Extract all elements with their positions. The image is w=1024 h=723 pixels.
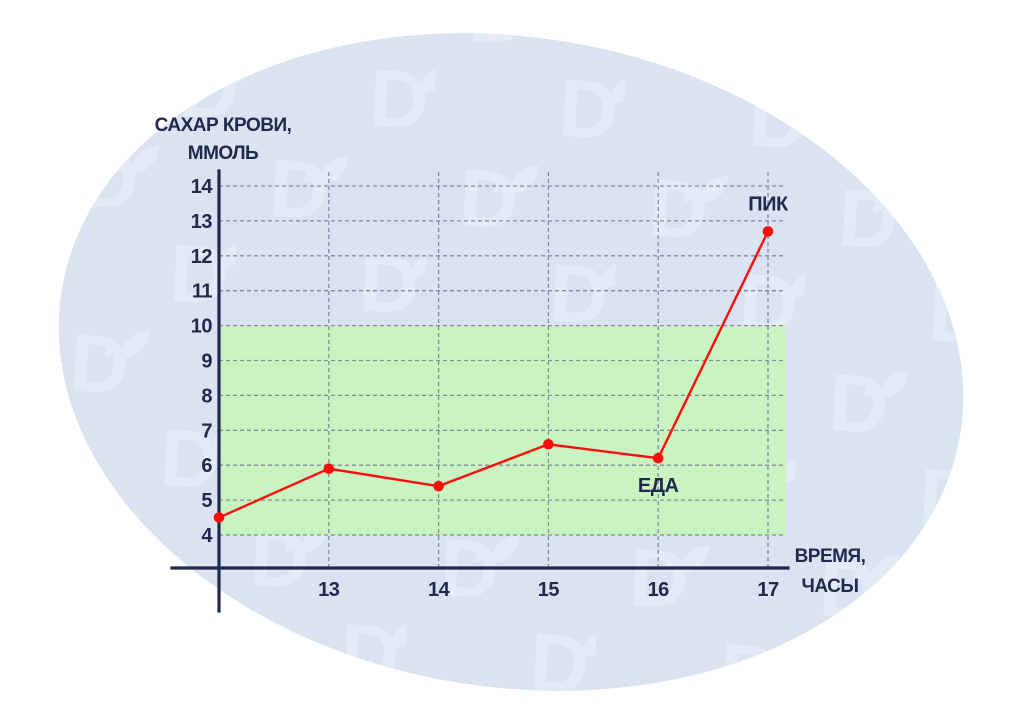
data-point (652, 452, 664, 464)
y-tick-label: 5 (201, 490, 212, 512)
x-axis-title-line1: ВРЕМЯ, (794, 546, 866, 567)
y-axis-title: САХАР КРОВИ, ММОЛЬ (148, 112, 298, 168)
data-point (213, 512, 225, 523)
x-tick-label: 14 (428, 579, 451, 601)
x-tick-label: 13 (318, 579, 340, 601)
annotation-label: ЕДА (638, 475, 679, 497)
data-point (762, 226, 774, 237)
y-tick-label: 11 (192, 281, 213, 303)
annotation-label: ПИК (748, 193, 789, 215)
y-axis-title-line2: ММОЛЬ (187, 143, 259, 164)
y-tick-label: 4 (201, 525, 213, 547)
y-tick-label: 8 (201, 385, 212, 407)
y-tick-label: 6 (201, 455, 212, 477)
x-axis-title-line2: ЧАСЫ (801, 576, 859, 597)
x-axis-title: ВРЕМЯ, ЧАСЫ (780, 542, 880, 602)
x-tick-label: 16 (648, 579, 670, 601)
y-tick-label: 13 (191, 211, 213, 233)
y-tick-label: 10 (191, 316, 213, 338)
data-point (323, 463, 335, 474)
series-line (218, 230, 770, 519)
y-axis-title-line1: САХАР КРОВИ, (154, 115, 292, 136)
y-tick-label: 9 (201, 351, 212, 373)
y-tick-label: 7 (201, 420, 212, 442)
x-tick-label: 17 (757, 579, 779, 601)
y-tick-label: 14 (191, 176, 214, 198)
y-tick-label: 12 (191, 246, 213, 268)
data-point (543, 438, 554, 450)
x-tick-label: 15 (538, 579, 560, 601)
data-point (433, 480, 444, 492)
